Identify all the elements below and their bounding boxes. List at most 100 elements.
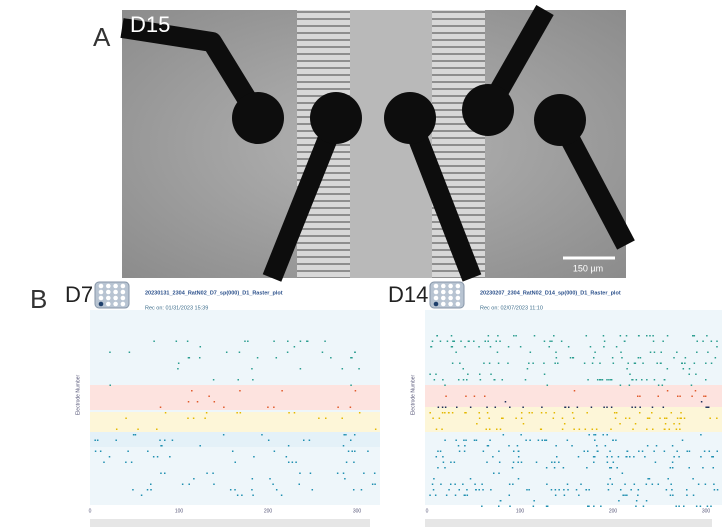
spike: [150, 489, 152, 491]
spike: [178, 363, 180, 365]
spike: [554, 412, 556, 414]
spike: [251, 368, 253, 370]
spike: [466, 379, 468, 381]
spike: [631, 407, 633, 409]
spike: [618, 456, 620, 458]
spike: [498, 451, 500, 453]
spike: [595, 434, 597, 436]
spike: [300, 341, 302, 343]
spike: [493, 473, 495, 475]
spike: [433, 489, 435, 491]
spike: [657, 396, 659, 398]
spike: [673, 423, 675, 425]
well: [456, 284, 461, 289]
spike: [710, 506, 712, 508]
well: [113, 302, 118, 307]
spike: [673, 456, 675, 458]
well: [99, 290, 104, 295]
spike: [586, 335, 588, 337]
micrograph: D15 150 µm: [122, 10, 626, 278]
spike: [624, 341, 626, 343]
well: [434, 296, 439, 301]
day-label: D14: [388, 282, 428, 307]
spike: [521, 462, 523, 464]
spike: [584, 363, 586, 365]
spike: [686, 489, 688, 491]
spike: [679, 423, 681, 425]
spike: [435, 374, 437, 376]
spike: [548, 346, 550, 348]
spike: [517, 462, 519, 464]
spike: [660, 363, 662, 365]
spike: [568, 346, 570, 348]
spike: [454, 462, 456, 464]
day-label: D15: [130, 12, 170, 37]
well: [106, 284, 111, 289]
spike: [663, 407, 665, 409]
spike: [100, 451, 102, 453]
spike: [443, 462, 445, 464]
scale-label: 150 µm: [573, 263, 603, 273]
spike: [709, 418, 711, 420]
spike: [677, 418, 679, 420]
spike: [465, 396, 467, 398]
spike: [375, 429, 377, 431]
spike: [451, 346, 453, 348]
spike: [287, 352, 289, 354]
spike: [213, 484, 215, 486]
spike: [667, 478, 669, 480]
spike: [711, 456, 713, 458]
spike: [432, 418, 434, 420]
spike: [153, 341, 155, 343]
spike: [237, 495, 239, 497]
spike: [625, 456, 627, 458]
spike: [374, 473, 376, 475]
spike: [177, 368, 179, 370]
spike: [672, 462, 674, 464]
spike: [688, 467, 690, 469]
spike: [660, 352, 662, 354]
plot-title: 20230131_2304_RatN02_D7_sp(000)_D1_Raste…: [145, 290, 283, 296]
spike: [348, 451, 350, 453]
spike: [452, 412, 454, 414]
spike: [358, 368, 360, 370]
spike: [635, 363, 637, 365]
spike: [633, 456, 635, 458]
spike: [606, 434, 608, 436]
spike: [165, 412, 167, 414]
spike: [676, 451, 678, 453]
spike: [129, 352, 131, 354]
spike: [640, 357, 642, 359]
spike: [475, 489, 477, 491]
spike: [261, 434, 263, 436]
spike: [496, 341, 498, 343]
spike: [554, 363, 556, 365]
spike: [429, 412, 431, 414]
spike: [694, 335, 696, 337]
spike: [337, 473, 339, 475]
spike: [438, 407, 440, 409]
spike: [541, 407, 543, 409]
spike: [193, 418, 195, 420]
spike: [204, 418, 206, 420]
spike: [500, 500, 502, 502]
spike: [678, 456, 680, 458]
spike: [586, 489, 588, 491]
spike: [543, 363, 545, 365]
spike: [483, 363, 485, 365]
spike: [562, 418, 564, 420]
spike: [525, 440, 527, 442]
spike: [480, 379, 482, 381]
spike: [527, 368, 529, 370]
spike: [455, 495, 457, 497]
spike: [478, 489, 480, 491]
panel-label: A: [93, 22, 111, 52]
spike: [529, 412, 531, 414]
spike: [616, 346, 618, 348]
spike: [662, 385, 664, 387]
well: [99, 302, 104, 307]
spike: [464, 346, 466, 348]
spike: [670, 495, 672, 497]
spike: [546, 467, 548, 469]
spike: [593, 506, 595, 508]
